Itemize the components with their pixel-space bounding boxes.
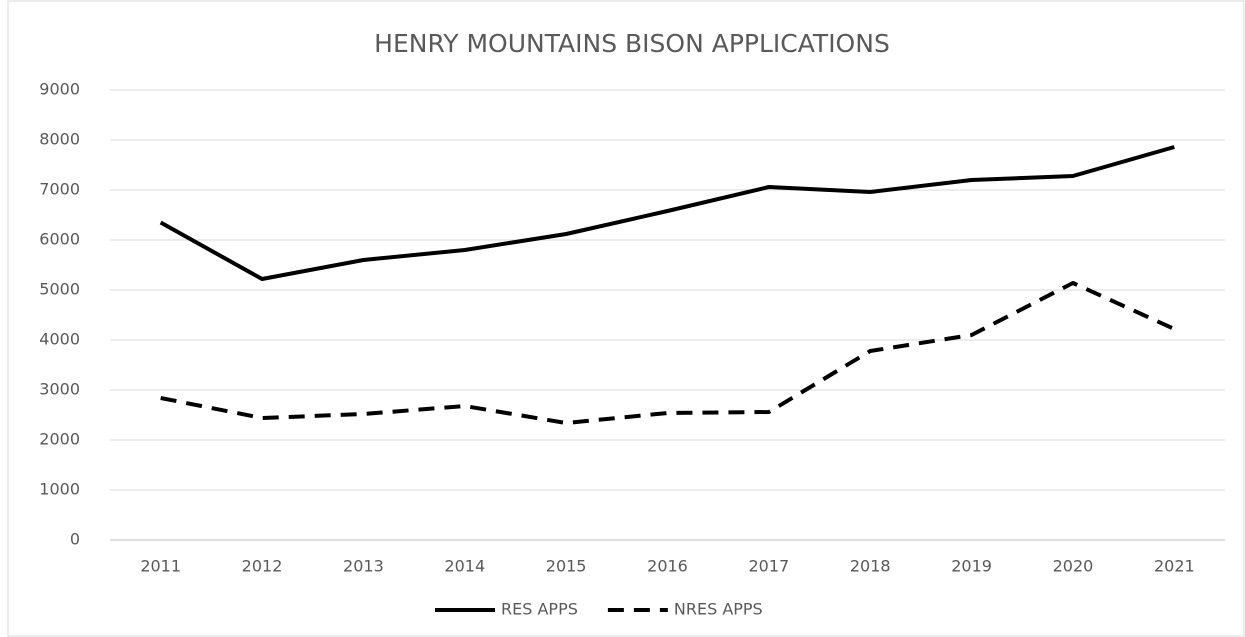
- y-tick-label: 2000: [39, 430, 80, 449]
- y-tick-label: 4000: [39, 330, 80, 349]
- x-tick-label: 2018: [850, 557, 891, 576]
- chart-frame: [7, 0, 1245, 637]
- x-tick-label: 2012: [242, 557, 283, 576]
- x-tick-label: 2021: [1154, 557, 1195, 576]
- x-tick-label: 2019: [951, 557, 992, 576]
- legend-label: NRES APPS: [674, 600, 763, 619]
- x-tick-label: 2015: [546, 557, 587, 576]
- y-tick-label: 8000: [39, 130, 80, 149]
- x-tick-label: 2013: [343, 557, 384, 576]
- line-series: [160, 281, 1176, 425]
- y-tick-label: 0: [70, 530, 80, 549]
- y-tick-label: 7000: [39, 180, 80, 199]
- y-tick-label: 5000: [39, 280, 80, 299]
- x-tick-label: 2011: [140, 557, 181, 576]
- y-tick-label: 6000: [39, 230, 80, 249]
- x-tick-label: 2014: [444, 557, 485, 576]
- x-tick-label: 2020: [1053, 557, 1094, 576]
- y-tick-label: 3000: [39, 380, 80, 399]
- x-tick-label: 2016: [647, 557, 688, 576]
- legend-label: RES APPS: [501, 600, 578, 619]
- y-tick-label: 9000: [39, 80, 80, 99]
- line-series: [159, 145, 1175, 281]
- y-tick-label: 1000: [39, 480, 80, 499]
- chart-title: HENRY MOUNTAINS BISON APPLICATIONS: [374, 29, 890, 58]
- x-tick-label: 2017: [749, 557, 790, 576]
